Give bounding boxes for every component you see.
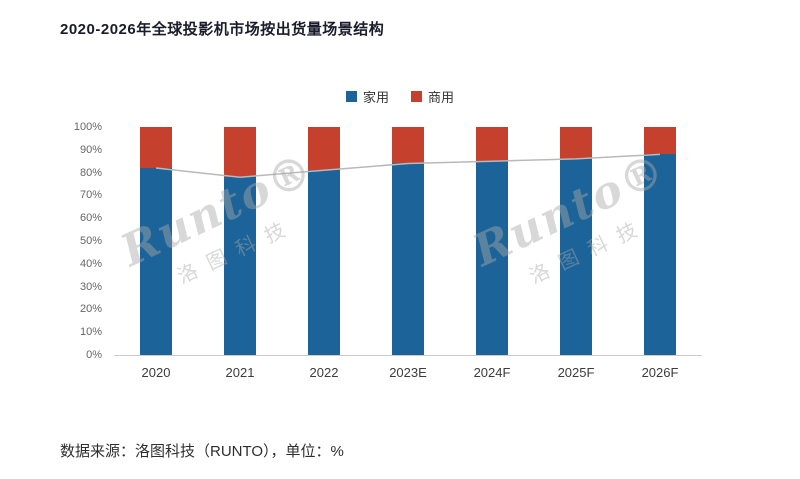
y-axis-tick: 40% xyxy=(79,257,102,270)
bar-2025F xyxy=(560,127,592,355)
y-axis-tick: 90% xyxy=(79,143,102,156)
bar-segment-home xyxy=(476,161,508,355)
x-axis: 2020 2021 2022 2023E 2024F 2025F 2026F xyxy=(114,365,702,383)
bar-2020 xyxy=(140,127,172,355)
legend-label-home: 家用 xyxy=(362,90,389,105)
bar-2026F xyxy=(644,127,676,355)
bar-2024F xyxy=(476,127,508,355)
x-axis-tick: 2025F xyxy=(557,365,595,380)
y-axis: 100% 90% 80% 70% 60% 50% 40% 30% 20% 10% 0% xyxy=(62,121,106,361)
bar-segment-commercial xyxy=(140,127,172,169)
legend-item-home: 家用 xyxy=(345,87,389,106)
plot-area xyxy=(114,127,702,356)
y-axis-tick: 100% xyxy=(73,121,102,133)
y-axis-tick: 30% xyxy=(79,280,102,293)
legend-swatch-home xyxy=(345,91,357,102)
x-axis-tick: 2023E xyxy=(389,365,427,380)
y-axis-tick: 70% xyxy=(79,189,102,202)
chart-legend: 家用 商用 xyxy=(0,87,800,106)
bar-segment-home xyxy=(224,177,256,355)
bar-segment-home xyxy=(392,163,424,355)
legend-swatch-commercial xyxy=(411,91,422,102)
y-axis-tick: 50% xyxy=(79,235,102,247)
y-axis-tick: 10% xyxy=(79,326,102,339)
y-axis-tick: 60% xyxy=(79,212,102,225)
legend-item-commercial: 商用 xyxy=(411,87,454,106)
bar-segment-commercial xyxy=(308,127,340,171)
chart-area: 100% 90% 80% 70% 60% 50% 40% 30% 20% 10% 0% 2020 20… xyxy=(62,121,712,387)
y-axis-tick: 20% xyxy=(79,303,102,316)
x-axis-tick: 2020 xyxy=(141,365,171,380)
bar-segment-commercial xyxy=(224,127,256,178)
bar-segment-commercial xyxy=(476,127,508,162)
x-axis-tick: 2024F xyxy=(473,365,511,380)
bar-segment-home xyxy=(644,154,676,355)
x-axis-tick: 2022 xyxy=(309,365,339,380)
legend-label-commercial: 商用 xyxy=(428,90,455,105)
bar-segment-home xyxy=(308,170,340,355)
bar-segment-home xyxy=(560,158,592,355)
y-axis-tick: 0% xyxy=(86,349,102,361)
bar-segment-commercial xyxy=(392,127,424,164)
y-axis-tick: 80% xyxy=(79,166,102,179)
bar-segment-home xyxy=(140,168,172,355)
bar-segment-commercial xyxy=(560,127,592,159)
bar-segment-commercial xyxy=(644,127,676,155)
bar-2023E xyxy=(392,127,424,355)
x-axis-tick: 2021 xyxy=(225,365,255,380)
source-note: 数据来源：洛图科技（RUNTO），单位：% xyxy=(60,443,344,460)
bar-2022 xyxy=(308,127,340,355)
x-axis-tick: 2026F xyxy=(641,365,679,380)
bar-2021 xyxy=(224,127,256,355)
chart-title: 2020-2026年全球投影机市场按出货量场景结构 xyxy=(60,21,385,38)
